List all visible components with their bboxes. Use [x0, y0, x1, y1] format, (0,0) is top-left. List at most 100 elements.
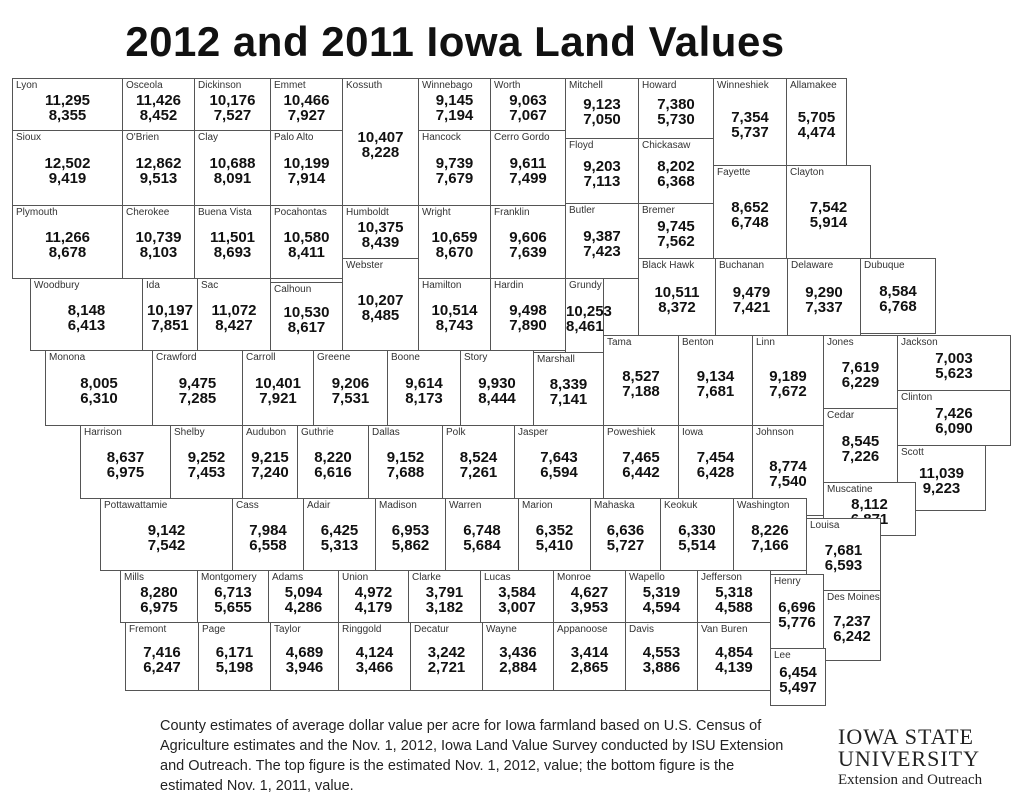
county-van-buren: Van Buren 4,854 4,139	[697, 622, 771, 691]
county-name: Scott	[901, 447, 924, 458]
value-2011: 7,113	[583, 173, 621, 190]
county-name: Clay	[198, 132, 219, 143]
value-2011: 7,914	[287, 170, 326, 187]
county-dallas: Dallas 9,152 7,688	[368, 425, 443, 499]
value-2011: 8,743	[435, 316, 474, 334]
value-2012: 9,189	[769, 367, 807, 385]
county-values: 9,252 7,453	[171, 450, 242, 480]
caption: County estimates of average dollar value…	[160, 718, 784, 794]
value-2012: 11,039	[918, 465, 965, 482]
value-2012: 6,171	[215, 643, 254, 661]
county-name: Delaware	[791, 260, 834, 271]
value-2012: 9,739	[435, 155, 474, 172]
county-values: 11,039 9,223	[898, 466, 985, 496]
county-name: Howard	[642, 80, 677, 91]
value-2011: 7,141	[549, 391, 588, 408]
value-2011: 9,419	[48, 170, 87, 187]
county-name: Woodbury	[34, 280, 80, 291]
value-2012: 10,514	[431, 301, 478, 319]
value-2012: 10,375	[357, 219, 404, 236]
value-2012: 8,584	[879, 283, 917, 300]
county-winnebago: Winnebago 9,145 7,194	[418, 78, 491, 131]
value-2011: 8,355	[48, 106, 87, 124]
map-title: 2012 and 2011 Iowa Land Values	[125, 18, 785, 65]
county-washington: Washington 8,226 7,166	[733, 498, 807, 571]
value-2012: 8,148	[67, 301, 106, 319]
county-name: Appanoose	[557, 624, 608, 635]
value-2012: 6,352	[535, 521, 574, 539]
county-name: Floyd	[569, 140, 594, 151]
value-2011: 8,461	[566, 317, 604, 335]
value-2012: 12,862	[135, 155, 182, 172]
county-values: 8,524 7,261	[443, 450, 514, 480]
value-2012: 8,545	[841, 432, 880, 450]
county-values: 8,584 6,768	[861, 284, 935, 314]
value-2012: 6,636	[606, 521, 645, 539]
value-2011: 8,228	[361, 144, 400, 161]
county-values: 10,530 8,617	[271, 305, 342, 335]
county-marion: Marion 6,352 5,410	[518, 498, 591, 571]
value-2012: 8,774	[769, 457, 807, 475]
value-2011: 5,862	[391, 536, 430, 554]
county-davis: Davis 4,553 3,886	[625, 622, 698, 691]
county-clinton: Clinton 7,426 6,090	[897, 390, 1011, 446]
value-2011: 7,639	[509, 244, 547, 261]
county-values: 9,611 7,499	[491, 156, 565, 186]
value-2012: 7,542	[809, 199, 848, 216]
value-2011: 6,242	[833, 627, 871, 645]
county-fremont: Fremont 7,416 6,247	[125, 622, 199, 691]
county-name: Marion	[522, 500, 553, 511]
county-name: Plymouth	[16, 207, 58, 218]
county-values: 10,199 7,914	[271, 156, 342, 186]
value-2012: 10,530	[283, 303, 330, 321]
county-name: Cedar	[827, 410, 855, 421]
county-name: Sac	[201, 280, 219, 291]
county-values: 7,237 6,242	[824, 614, 880, 644]
county-ringgold: Ringgold 4,124 3,466	[338, 622, 411, 691]
value-2011: 2,721	[427, 658, 466, 676]
value-2012: 10,466	[283, 91, 330, 109]
value-2011: 7,337	[805, 299, 843, 316]
county-values: 9,215 7,240	[243, 450, 297, 480]
county-values: 10,580 8,411	[271, 230, 342, 260]
value-2011: 5,776	[778, 613, 816, 631]
county-clarke: Clarke 3,791 3,182	[408, 570, 481, 623]
county-o-brien: O'Brien 12,862 9,513	[122, 130, 195, 206]
county-iowa: Iowa 7,454 6,428	[678, 425, 753, 499]
county-appanoose: Appanoose 3,414 2,865	[553, 622, 626, 691]
county-name: Butler	[569, 205, 596, 216]
value-2012: 8,652	[731, 199, 769, 216]
county-name: Buena Vista	[198, 207, 252, 218]
county-name: Clayton	[790, 167, 824, 178]
county-scott: Scott 11,039 9,223	[897, 445, 986, 511]
county-franklin: Franklin 9,606 7,639	[490, 205, 566, 279]
county-name: Worth	[494, 80, 521, 91]
county-values: 9,475 7,285	[153, 376, 242, 406]
county-values: 8,774 7,540	[753, 459, 823, 489]
county-name: Calhoun	[274, 284, 312, 295]
county-values: 10,511 8,372	[639, 285, 715, 315]
value-2011: 9,223	[922, 480, 961, 497]
value-2011: 6,368	[657, 173, 695, 190]
county-name: Osceola	[126, 80, 163, 91]
value-2011: 7,166	[751, 536, 789, 554]
county-name: Fremont	[129, 624, 167, 635]
county-values: 3,791 3,182	[409, 585, 480, 615]
county-values: 10,375 8,439	[343, 220, 418, 250]
value-2011: 6,616	[314, 464, 352, 481]
county-values: 4,627 3,953	[554, 585, 625, 615]
county-values: 9,123 7,050	[566, 97, 638, 127]
county-values: 4,553 3,886	[626, 645, 697, 675]
county-dickinson: Dickinson 10,176 7,527	[194, 78, 271, 131]
county-values: 9,745 7,562	[639, 219, 713, 249]
value-2012: 10,407	[357, 129, 404, 146]
logo-line-2: UNIVERSITY	[838, 746, 980, 771]
county-values: 8,226 7,166	[734, 523, 806, 553]
value-2012: 4,124	[355, 643, 394, 661]
county-wright: Wright 10,659 8,670	[418, 205, 491, 279]
county-name: Johnson	[756, 427, 794, 438]
value-2012: 9,611	[509, 155, 547, 172]
county-values: 6,171 5,198	[199, 645, 270, 675]
value-2011: 7,261	[459, 464, 498, 481]
county-name: Hardin	[494, 280, 524, 291]
